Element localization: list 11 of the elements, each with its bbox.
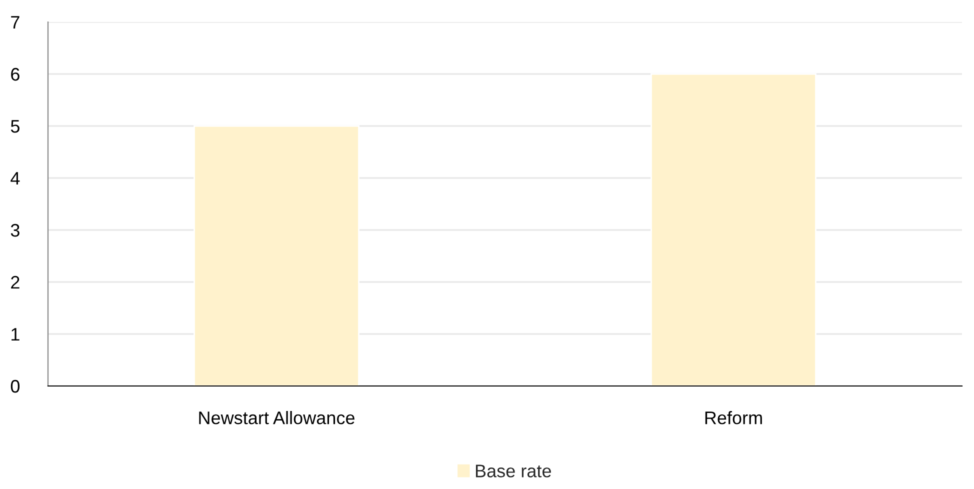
y-tick-label: 0 — [10, 380, 20, 393]
y-tick-label: 5 — [10, 120, 20, 133]
legend-label: Base rate — [476, 464, 551, 478]
y-tick-label: 7 — [11, 16, 20, 29]
y-tick-label: 1 — [12, 328, 20, 341]
y-tick-label: 6 — [11, 68, 20, 81]
y-tick-label: 4 — [10, 172, 20, 185]
y-tick-label: 2 — [11, 276, 20, 289]
x-tick-label: Reform — [705, 411, 762, 424]
x-tick-label: Newstart Allowance — [199, 411, 354, 424]
y-tick-label: 3 — [10, 224, 20, 237]
